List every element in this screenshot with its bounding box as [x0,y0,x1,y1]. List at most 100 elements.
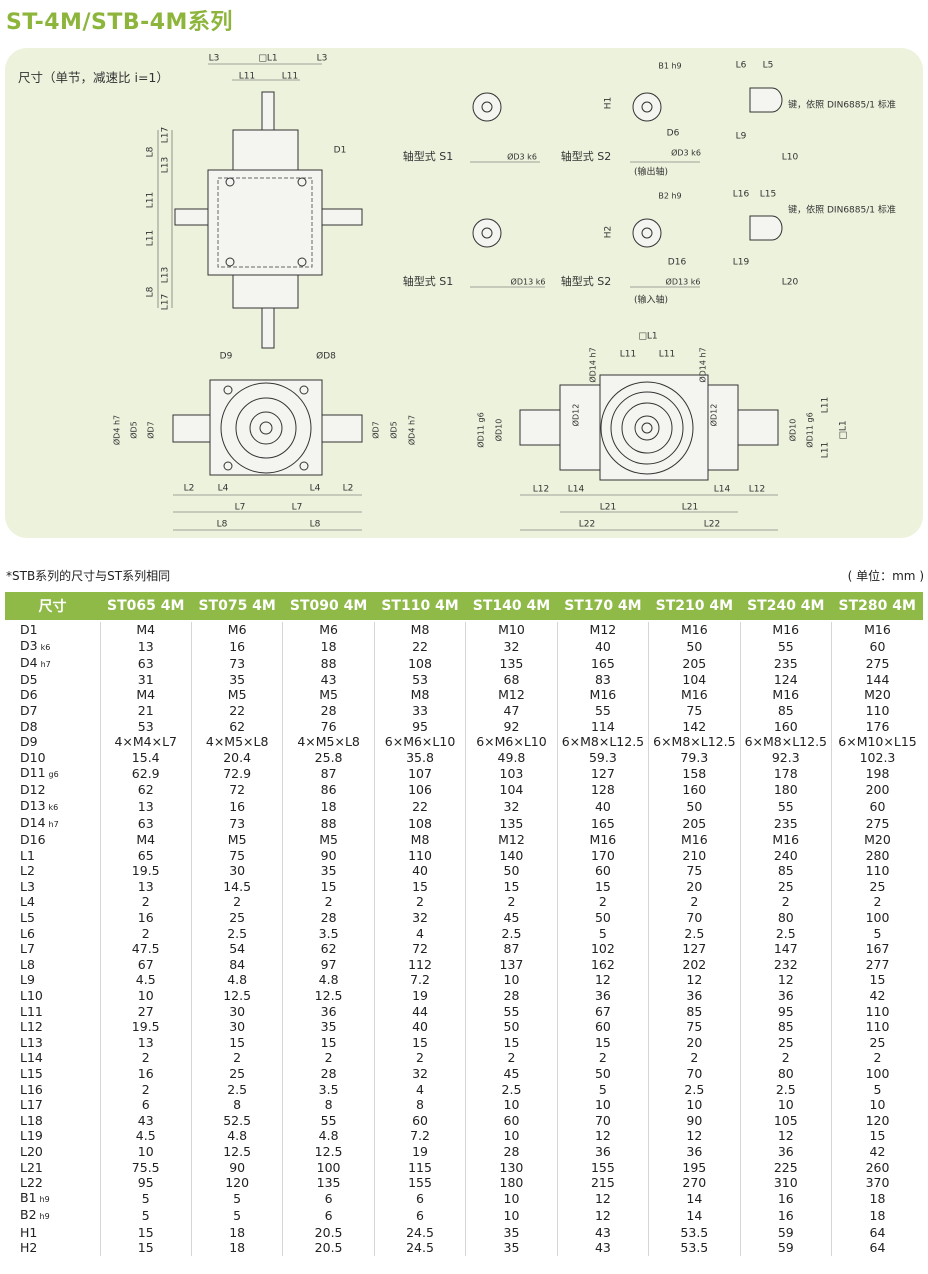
table-cell: 2 [190,894,283,910]
table-cell: 110 [831,862,923,879]
table-cell: 43 [99,1112,192,1129]
table-cell: M5 [190,831,283,848]
table-cell: 225 [739,1159,832,1175]
table-cell: 110 [373,847,466,863]
table-cell: 8 [373,1096,466,1113]
table-cell: 215 [556,1174,649,1191]
table-cell: 53 [99,718,192,734]
dimension-label: □L1 [839,420,849,439]
table-cell: 270 [648,1174,741,1191]
dimension-label: L6 [736,61,747,71]
panel-background [5,48,923,538]
table-cell: 43 [282,671,375,688]
row-label: L10 [5,988,100,1004]
table-cell: 88 [282,814,375,832]
table-cell: 4×M5×L8 [190,733,283,750]
table-cell: 10 [465,1096,558,1113]
table-row: L3 13 14.5 15 15 15 15 20 25 25 [5,878,923,895]
row-name: D6 [20,687,38,703]
table-cell: 19.5 [99,1018,192,1035]
header-cell: ST090 4M [282,592,375,622]
table-cell: 15 [556,1034,649,1051]
row-label: B2 h9 [5,1207,100,1224]
table-cell: 55 [556,702,649,719]
table-cell: 95 [99,1174,192,1191]
row-name: D11 [20,765,46,781]
row-name: L9 [20,972,35,988]
table-cell: 3.5 [282,925,375,941]
table-cell: 44 [373,1003,466,1019]
table-cell: 83 [556,671,649,688]
table-cell: 15 [465,1034,558,1051]
table-cell: 5 [831,925,923,941]
table-cell: 100 [282,1159,375,1175]
table-cell: 35 [465,1224,558,1240]
dimension-label: L12 [533,485,549,495]
row-name: D1 [20,622,38,638]
table-cell: 36 [648,987,741,1004]
dimension-label: ØD7 [371,421,381,439]
header-cell: ST110 4M [374,592,466,622]
table-cell: 2 [282,1050,375,1066]
table-cell: 24.5 [373,1240,466,1256]
table-cell: 60 [556,1018,649,1035]
row-label: L2 [5,863,100,879]
table-cell: 16 [99,909,192,926]
dimension-label: 键，依照 DIN6885/1 标准 [788,99,896,111]
table-cell: 6×M8×L12.5 [648,733,741,750]
dimension-label: L20 [782,278,799,288]
table-cell: 195 [648,1159,741,1175]
header-row: 尺寸 ST065 4M ST075 4M ST090 4M ST110 4M ST140 … [5,592,923,622]
dimension-label: L11 [659,350,675,360]
table-cell: 76 [282,718,375,734]
table-row: L7 47.5 54 62 72 87 102 127 147 167 [5,940,923,957]
table-cell: 20.4 [190,749,283,766]
dimension-label: L17 [161,294,171,310]
row-name: L19 [20,1128,43,1144]
row-name: L7 [20,941,35,957]
table-cell: 90 [282,847,375,863]
unit: ( 单位：mm ) [847,569,924,583]
dimension-label: ØD13 k6 [666,277,701,287]
table-cell: 87 [465,940,558,957]
shaft-views [470,87,783,288]
table-cell: 180 [739,782,832,798]
row-label: L4 [5,894,100,910]
dimension-label: B2 h9 [658,192,681,201]
table-cell: 7.2 [373,972,466,988]
dimension-label: ØD10 [494,419,504,442]
dimension-label: ØD14 h7 [588,347,598,382]
row-name: L15 [20,1065,43,1081]
table-cell: 5 [190,1190,283,1208]
table-cell: 2 [648,894,741,910]
dimension-label: ØD10 [788,419,798,442]
table-cell: M16 [648,687,741,703]
dimension-label: □L1 [638,332,657,342]
row-name: D8 [20,718,38,734]
table-cell: 104 [648,671,741,688]
table-cell: 6 [373,1207,466,1225]
dimension-label: L11 [620,350,636,360]
table-cell: 2 [739,894,832,910]
table-cell: 86 [282,782,375,798]
table-cell: 50 [648,637,741,655]
table-cell: 12 [556,972,649,988]
table-cell: 20.5 [282,1240,375,1256]
table-cell: M6 [282,621,375,638]
table-cell: 31 [99,671,192,688]
table-cell: 50 [465,1018,558,1035]
table-cell: 73 [190,654,283,672]
table-row: L9 4.5 4.8 4.8 7.2 10 12 12 12 15 [5,972,923,988]
table-cell: 18 [282,797,375,815]
dimension-label: L2 [184,484,195,494]
row-label: L16 [5,1081,100,1097]
row-label: D12 [5,782,100,798]
table-cell: 2.5 [465,925,558,941]
dimension-label: D9 [220,352,233,362]
table-cell: 102 [556,940,649,957]
table-cell: 36 [556,987,649,1004]
table-cell: 2.5 [465,1081,558,1097]
table-cell: 2 [190,1050,283,1066]
table-cell: 18 [831,1190,923,1208]
table-row: L10 10 12.5 12.5 19 28 36 36 36 42 [5,987,923,1004]
